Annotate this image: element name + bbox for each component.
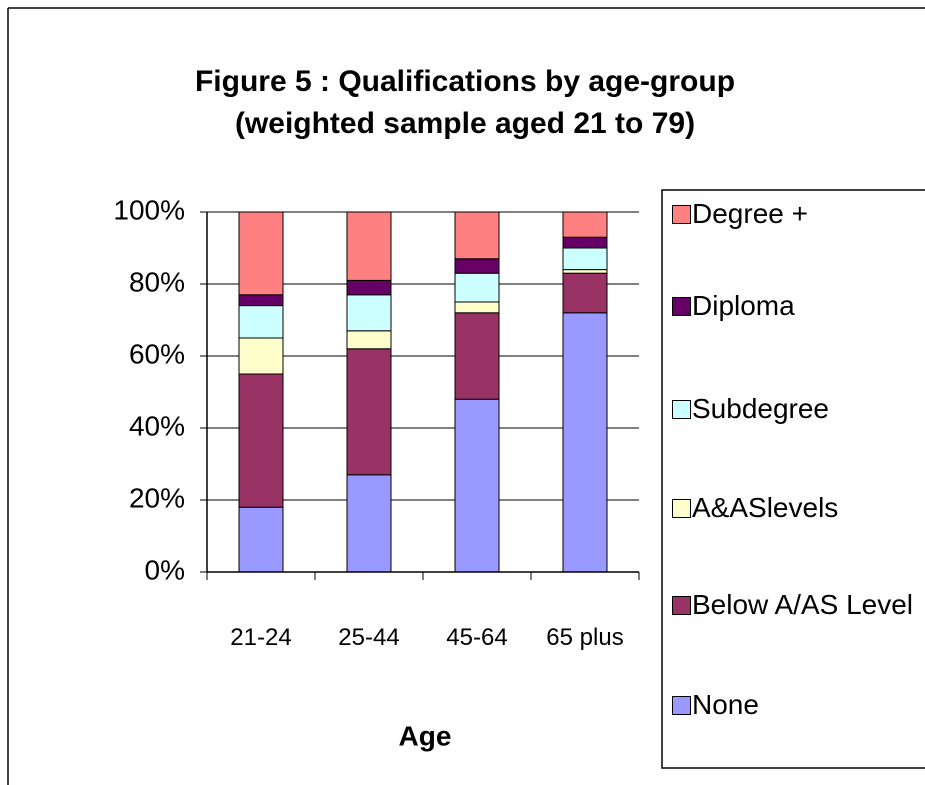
legend-swatch [672,596,691,615]
bar-segment [562,272,608,314]
x-tick-label: 25-44 [338,624,400,651]
legend-label: Diploma [692,290,795,321]
legend-label: A&ASlevels [692,492,839,523]
bar-segment [454,258,500,274]
legend-swatch [672,205,691,224]
legend-swatch [672,696,691,715]
chart-subtitle: (weighted sample aged 21 to 79) [235,107,695,140]
bar-segment [454,272,500,303]
legend-swatch [672,499,691,518]
bar-segment [562,236,608,249]
bar-segment [562,312,608,573]
y-tick-label: 0% [145,554,185,585]
bar-segment [454,211,500,260]
bar-segment [238,294,284,307]
y-tick-label: 80% [129,266,185,297]
x-tick-label: 21-24 [230,624,292,651]
bar-segment [454,301,500,314]
bar-segment [346,474,392,573]
legend-label: Degree + [692,198,808,229]
legend-box [661,189,925,769]
bar-segment [346,279,392,296]
bar-segment [238,211,284,296]
bar-segment [562,211,608,238]
legend-label: Subdegree [692,393,830,424]
bar-segment [346,348,392,476]
legend-label: Below A/AS Level [692,589,914,620]
bar-segment [238,506,284,573]
legend-swatch [672,297,691,316]
chart-title: Figure 5 : Qualifications by age-group [195,65,735,98]
bar-segment [238,337,284,375]
bar-segment [454,398,500,573]
bar-segment [454,312,500,400]
y-tick-label: 60% [129,338,185,369]
bar-segment [238,305,284,339]
bar-segment [346,330,392,350]
bar-segment [562,269,608,274]
bar-segment [346,294,392,332]
bar-segment [346,211,392,281]
y-tick-label: 40% [129,410,185,441]
y-tick-label: 20% [129,482,185,513]
legend-label: None [692,689,759,720]
y-tick-label: 100% [113,194,185,225]
legend-swatch [672,400,691,419]
bar-segment [562,247,608,271]
x-axis-title: Age [399,720,452,751]
bar-segment [238,373,284,508]
x-tick-label: 65 plus [546,624,624,651]
x-tick-label: 45-64 [446,624,508,651]
